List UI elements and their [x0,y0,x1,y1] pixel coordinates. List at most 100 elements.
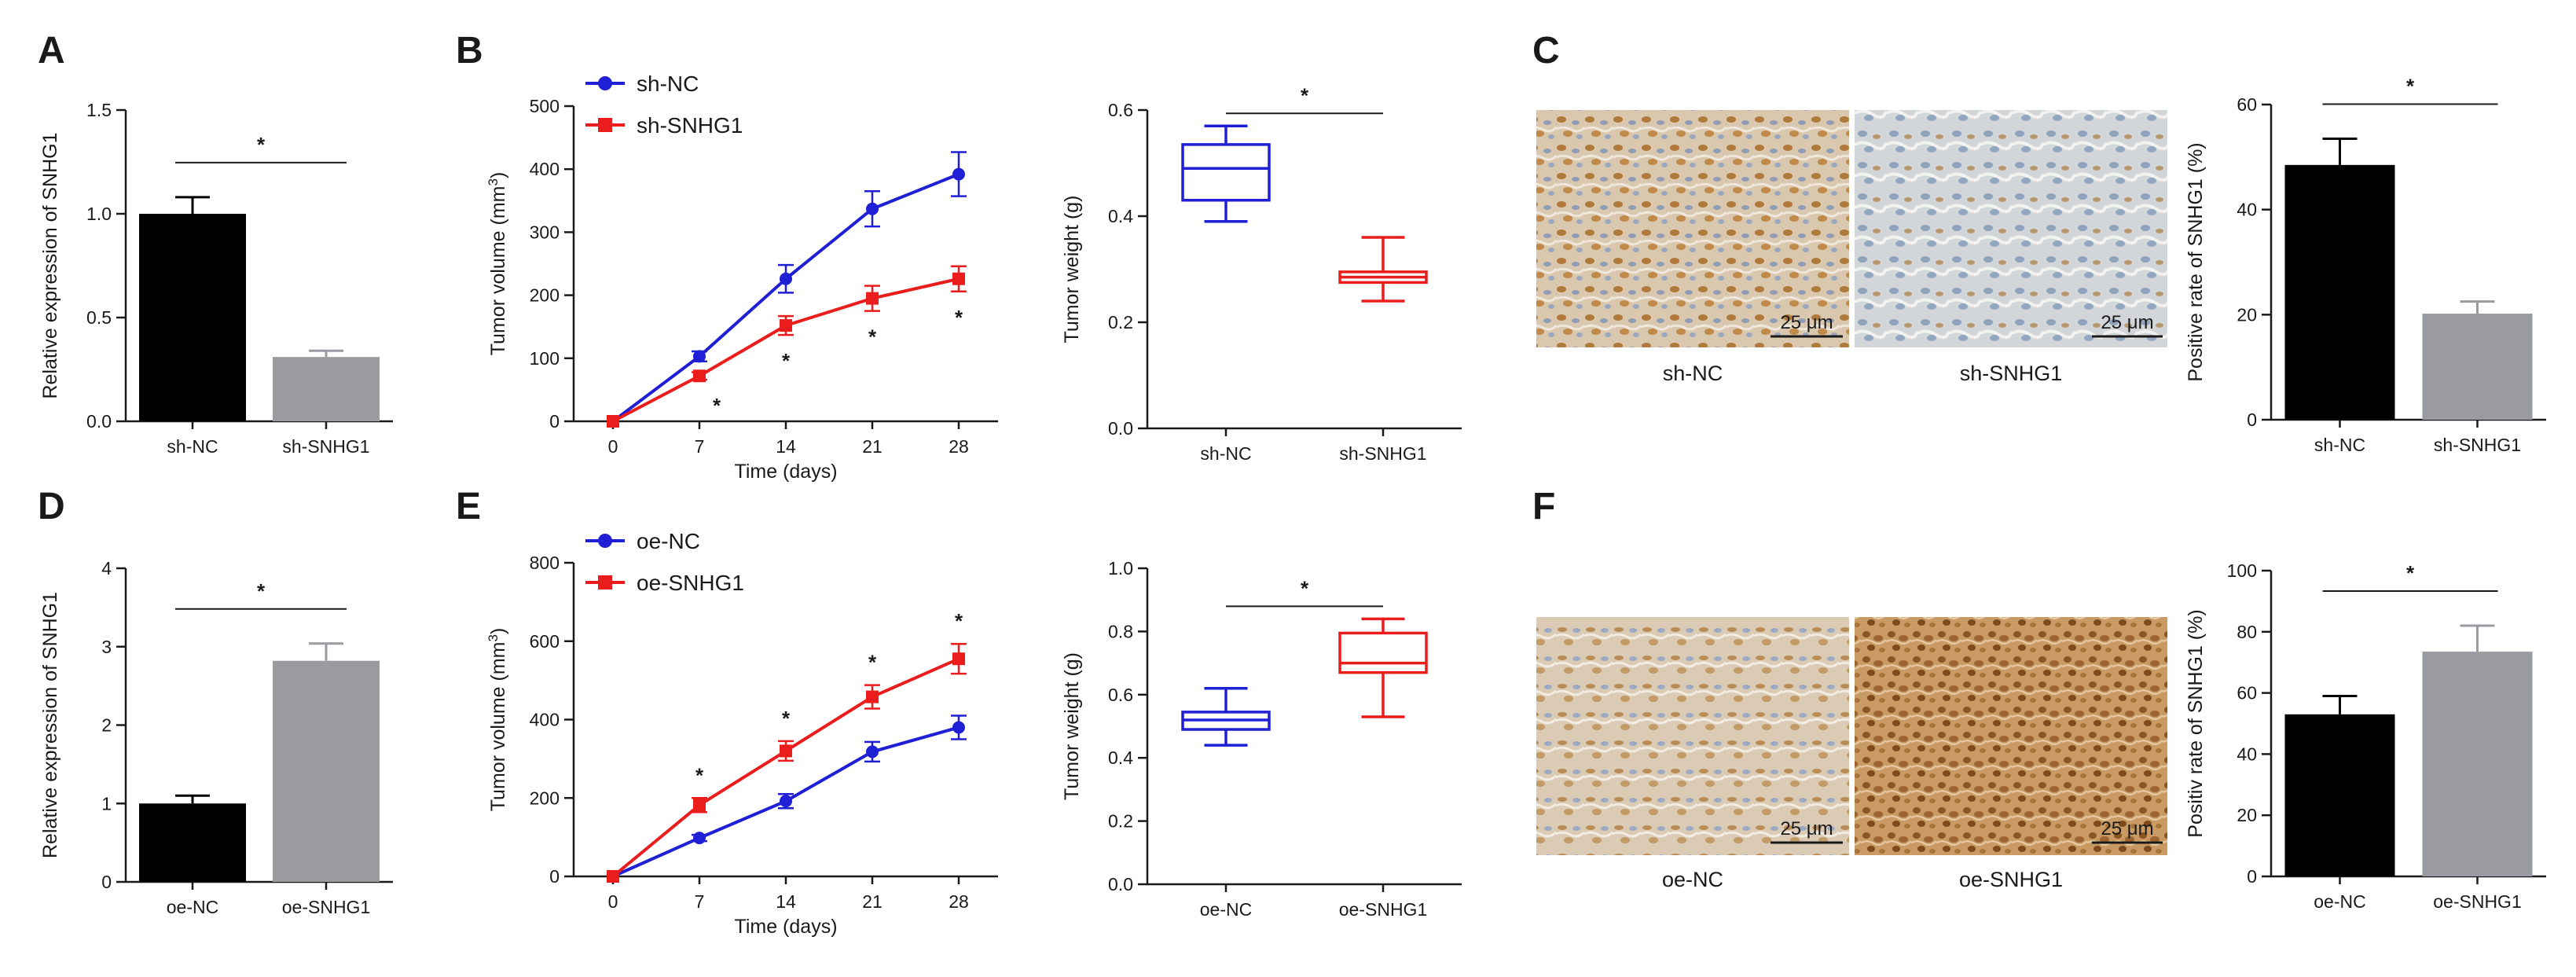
significance-star: * [955,609,963,633]
box-sh-nc [1183,145,1269,200]
significance-star: * [868,651,877,674]
series-line-oe-snhg1 [613,659,959,876]
superscript: 3 [486,178,501,185]
legend-label: sh-NC [637,72,699,96]
x-axis-title: Time (days) [734,461,837,483]
y-tick-label: 400 [530,710,560,730]
micrograph-label: sh-NC [1663,362,1723,385]
significance-star: * [695,763,704,787]
micrograph-f-left: 25 μm [1536,617,1849,855]
x-axis-title: Time (days) [734,916,837,938]
x-tick-label: oe-NC [167,897,218,917]
y-tick-label: 0.4 [1108,206,1133,226]
y-axis-title: Relative expression of SNHG1 [39,592,61,858]
data-point [866,691,879,703]
significance-star: * [782,707,791,730]
y-tick-label: 200 [530,788,560,808]
line-chart-b: 0 100 200 300 400 500 Tumor volume (mm3) 0 7 14 21… [486,72,999,483]
x-tick-label: 7 [695,436,705,457]
y-tick-label: 800 [530,553,560,573]
y-tick-label: 300 [530,222,560,242]
y-tick-label: 400 [530,159,560,179]
y-axis-title: Relative expression of SNHG1 [39,132,61,399]
y-tick-label: 0.6 [1108,100,1133,120]
x-tick-label: 0 [608,436,618,457]
significance-star: * [2406,561,2415,585]
data-point [693,799,706,811]
y-tick-label: 100 [530,348,560,369]
x-tick-label: oe-SNHG1 [282,897,370,917]
micrograph-c-left: 25 μm [1536,110,1849,347]
box-oe-snhg1 [1340,633,1426,672]
legend-marker [598,76,612,90]
axis-title-rest: ) [487,628,509,634]
y-axis-title: Positiv rate of SNHG1 (%) [2185,609,2207,837]
panel-letter-a: A [38,30,65,72]
y-tick-label: 200 [530,285,560,306]
bar-oe-snhg1 [273,661,380,882]
data-point [866,292,879,305]
bar-chart-d: 0 1 2 3 4 Relative expression of SNHG1 oe-NC oe… [39,558,393,917]
x-tick-label: 21 [862,891,883,912]
data-point [866,745,879,758]
panel-letter-f: F [1532,486,1555,527]
x-tick-label: 21 [862,436,883,457]
significance-star: * [257,133,266,156]
figure: A B C D E F 0.00.51.01.5Relative express… [0,0,2576,977]
y-tick-label: 0 [2247,410,2257,430]
significance-star: * [782,349,791,373]
y-tick-label: 0 [2247,866,2257,887]
data-point [780,795,792,807]
x-tick-label: oe-NC [2314,891,2365,912]
series-line-sh-nc [613,174,959,421]
box-plot-e: 0.0 0.2 0.4 0.6 0.8 1.0 Tumor weight (g) oe-NC o… [1061,558,1462,920]
x-tick-label: 28 [949,436,969,457]
y-axis-title: Tumor weight (g) [1061,652,1083,800]
y-tick-label: 0 [549,411,560,432]
y-axis-title: Positive rate of SNHG1 (%) [2185,142,2207,381]
bar-oe-nc [2285,714,2395,876]
data-point [607,415,619,428]
data-point [952,721,965,733]
bar-chart-a: 0.0 0.5 1.0 1.5 Relative expression of SNHG1… [39,100,393,457]
y-tick-label: 0.2 [1108,312,1133,332]
bar-sh-nc [139,214,246,421]
significance-star: * [2406,74,2415,97]
data-point [693,369,706,382]
scale-bar-label: 25 μm [2101,818,2153,839]
significance-star: * [1301,576,1309,600]
bar-chart-f: 0 20 40 60 80 100 Positiv rate of SNHG1 (%) oe-… [2185,560,2546,912]
x-tick-label: 28 [949,891,969,912]
panel-letter-b: B [456,30,483,72]
data-point [693,350,706,362]
x-tick-label: oe-SNHG1 [1339,899,1427,920]
x-tick-label: sh-SNHG1 [1339,443,1426,464]
y-tick-label: 0.5 [86,307,112,328]
y-axis-title: Tumor volume (mm3) [486,172,510,356]
y-axis-title: Tumor volume (mm3) [486,628,510,812]
x-tick-label: 7 [695,891,705,912]
x-tick-label: sh-NC [1200,443,1251,464]
y-tick-label: 0.6 [1108,685,1133,705]
legend-marker [598,118,612,132]
y-tick-label: 500 [530,96,560,116]
y-tick-label: 60 [2237,683,2257,703]
data-point [952,652,965,665]
y-tick-label: 0.0 [86,411,112,432]
legend-marker [598,575,612,590]
x-tick-label: sh-NC [167,436,218,457]
y-tick-label: 0.4 [1108,747,1133,768]
y-tick-label: 0 [101,872,112,892]
y-tick-label: 600 [530,631,560,652]
y-tick-label: 1.0 [1108,558,1133,578]
significance-star: * [257,579,266,603]
legend-label: sh-SNHG1 [637,113,743,138]
data-point [952,273,965,285]
bar-sh-snhg1 [2423,314,2533,420]
panel-letter-e: E [456,486,481,527]
panel-letter-d: D [38,486,65,527]
data-point [607,870,619,883]
scale-bar-label: 25 μm [1780,818,1833,839]
y-tick-label: 100 [2227,560,2257,581]
significance-star: * [713,394,721,417]
